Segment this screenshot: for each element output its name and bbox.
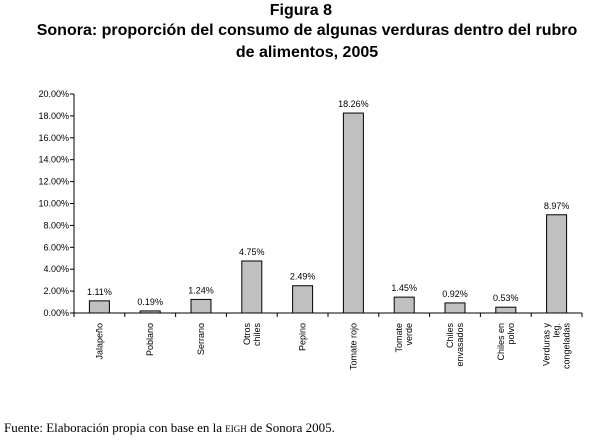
category-label-line: Serrano — [196, 323, 206, 355]
category-label: Poblano — [145, 323, 155, 356]
y-tick-label: 20.00% — [38, 89, 69, 99]
source-suffix: de Sonora 2005. — [250, 420, 335, 435]
category-label-line: envasados — [455, 323, 465, 367]
category-label-line: Tomate rojo — [348, 323, 358, 370]
data-label: 8.97% — [544, 201, 570, 211]
bar — [88, 300, 110, 314]
bar — [546, 214, 568, 314]
chart-title-line-1: Sonora: proporción del consumo de alguna… — [36, 22, 578, 39]
category-label-line: verde — [404, 323, 414, 346]
bar — [190, 298, 212, 314]
category-label: Chiles en polvo — [496, 323, 516, 361]
category-label: Tomate verde — [394, 323, 414, 353]
data-label: 0.92% — [442, 289, 468, 299]
y-tick-label: 16.00% — [38, 133, 69, 143]
data-label: 2.49% — [290, 272, 316, 282]
data-label: 0.19% — [137, 297, 163, 307]
bar — [495, 306, 517, 314]
y-tick-label: 10.00% — [38, 199, 69, 209]
category-label: Pepino — [298, 323, 308, 351]
bar — [393, 296, 415, 314]
bar — [241, 260, 263, 314]
category-label-line: Verduras y — [542, 323, 552, 367]
category-label: Otros chiles — [242, 323, 262, 347]
y-tick-label: 12.00% — [38, 177, 69, 187]
source-note: Fuente: Elaboración propia con base en l… — [4, 420, 335, 436]
category-label-line: Pepino — [298, 323, 308, 351]
source-acronym: eigh — [225, 420, 247, 435]
category-label-line: Jalapeño — [94, 323, 104, 360]
data-label: 1.45% — [391, 283, 417, 293]
category-label-line: polvo — [506, 323, 516, 345]
y-tick-label: 0.00% — [43, 308, 69, 318]
chart-title-line-2: de alimentos, 2005 — [235, 44, 379, 61]
data-label: 18.26% — [338, 99, 369, 109]
category-label-line: Otros — [242, 323, 252, 346]
category-label-line: Poblano — [145, 323, 155, 356]
y-tick-label: 18.00% — [38, 111, 69, 121]
category-label-line: leg. — [552, 323, 562, 338]
category-label: Verduras y leg. congeladas — [542, 323, 572, 370]
y-tick-label: 8.00% — [43, 220, 69, 230]
category-label-line: Tomate — [394, 323, 404, 353]
figure-label: Figura 8 — [269, 2, 332, 19]
bar — [139, 310, 161, 314]
category-label-line: chiles — [252, 323, 262, 347]
bar — [444, 302, 466, 314]
y-tick-label: 6.00% — [43, 242, 69, 252]
data-label: 0.53% — [493, 293, 519, 303]
data-label: 4.75% — [239, 247, 265, 257]
data-label: 1.24% — [188, 285, 214, 295]
category-label: Serrano — [196, 323, 206, 355]
y-tick-label: 4.00% — [43, 264, 69, 274]
category-label: Tomate rojo — [348, 323, 358, 370]
category-label-line: Chiles en — [496, 323, 506, 361]
bar — [342, 112, 364, 314]
category-label: Chiles envasados — [445, 323, 465, 367]
bar — [292, 285, 314, 314]
y-tick-label: 14.00% — [38, 155, 69, 165]
category-label-line: congeladas — [562, 323, 572, 370]
category-label: Jalapeño — [94, 323, 104, 360]
category-label-line: Chiles — [445, 323, 455, 349]
source-prefix: Fuente: Elaboración propia con base en l… — [4, 420, 223, 435]
y-tick-label: 2.00% — [43, 286, 69, 296]
data-label: 1.11% — [87, 287, 112, 297]
